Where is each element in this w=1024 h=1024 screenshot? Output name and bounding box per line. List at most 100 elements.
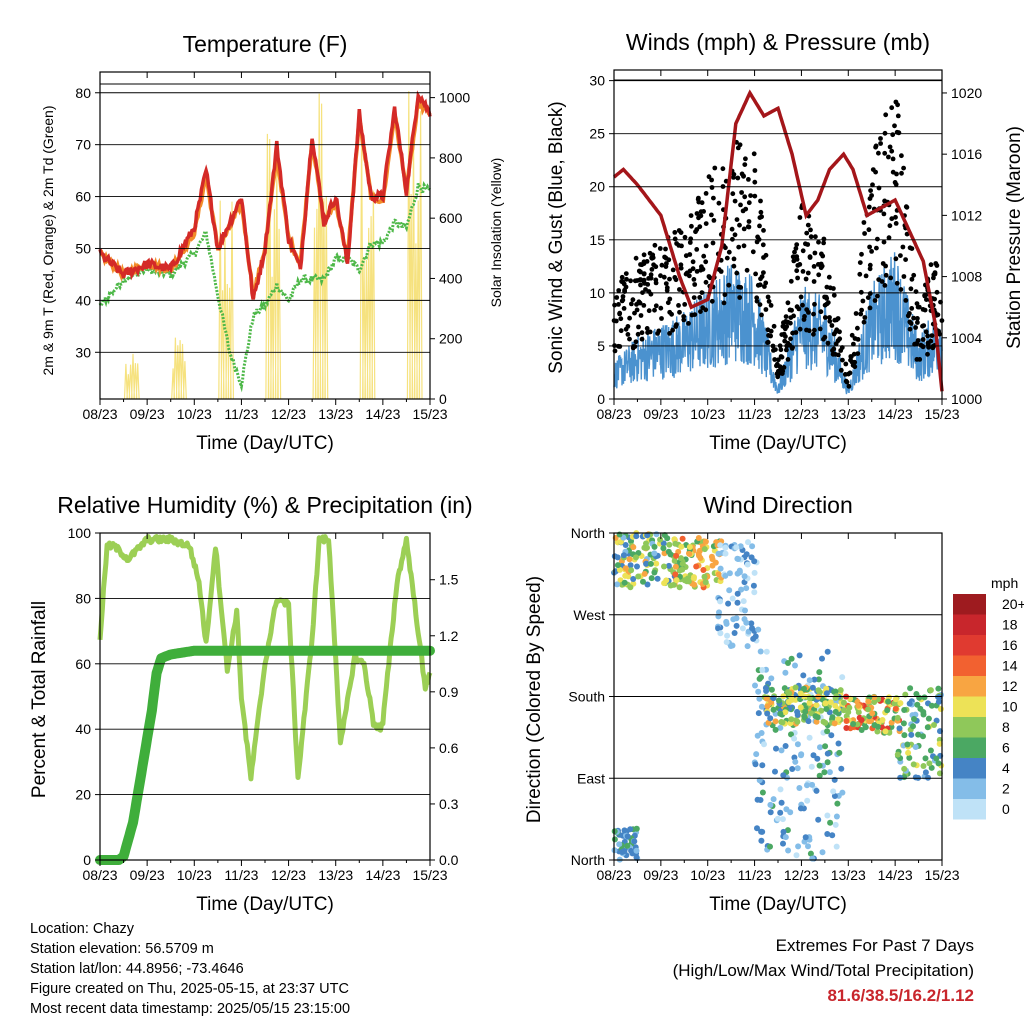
y-tick-label: 100 <box>68 525 92 541</box>
gust-point <box>681 314 687 319</box>
legend-label: 4 <box>1002 760 1010 776</box>
direction-point <box>831 720 838 727</box>
gust-point <box>629 301 634 307</box>
direction-point <box>627 826 634 833</box>
direction-point <box>737 543 744 550</box>
gust-point <box>647 250 653 256</box>
gust-point <box>737 295 743 300</box>
gust-point <box>745 224 751 230</box>
gust-point <box>703 307 709 313</box>
direction-point <box>614 581 621 588</box>
direction-point <box>865 698 872 705</box>
gust-point <box>666 257 672 263</box>
gust-point <box>903 257 908 262</box>
gust-point <box>808 227 813 233</box>
legend-swatch <box>953 799 986 820</box>
gust-point <box>648 272 654 278</box>
gust-point <box>867 305 873 311</box>
gust-point <box>788 320 793 326</box>
direction-point <box>678 543 685 550</box>
gust-point <box>892 123 897 129</box>
direction-point <box>901 732 908 739</box>
gust-point <box>826 274 832 280</box>
gust-point <box>630 297 636 303</box>
direction-point <box>733 622 740 629</box>
legend-swatch <box>953 594 986 615</box>
gust-point <box>709 177 714 183</box>
gust-point <box>681 317 687 323</box>
gust-point <box>670 267 676 273</box>
gust-point <box>822 334 828 340</box>
gust-point <box>893 256 899 262</box>
gust-point <box>840 357 845 363</box>
direction-point <box>901 707 908 713</box>
gust-point <box>616 288 622 293</box>
gust-point <box>901 274 907 279</box>
direction-point <box>679 560 686 567</box>
legend-swatch <box>953 655 986 676</box>
direction-point <box>715 625 722 632</box>
gust-point <box>824 296 830 301</box>
direction-point <box>691 581 698 588</box>
direction-points <box>611 530 945 863</box>
direction-point <box>628 847 635 854</box>
direction-point <box>749 625 755 632</box>
direction-point <box>911 716 917 722</box>
gust-point <box>812 301 817 307</box>
gust-point <box>875 293 880 299</box>
direction-point <box>935 760 942 767</box>
direction-point <box>809 781 816 788</box>
direction-point <box>865 706 872 713</box>
y-tick-label: 10 <box>589 285 605 301</box>
x-tick-label: 13/23 <box>318 406 353 422</box>
gust-point <box>703 259 709 265</box>
gust-point <box>878 141 883 146</box>
gust-point <box>752 168 758 173</box>
x-tick-label: 10/23 <box>690 867 725 883</box>
direction-point <box>701 546 708 553</box>
direction-point <box>678 555 684 562</box>
gust-point <box>768 303 774 308</box>
gust-point <box>776 357 781 363</box>
gust-point <box>816 272 822 278</box>
direction-point <box>882 728 889 735</box>
direction-point <box>624 833 631 840</box>
direction-point <box>735 556 742 562</box>
gust-point <box>759 312 764 318</box>
direction-point <box>744 561 751 568</box>
direction-point <box>734 570 741 577</box>
direction-point <box>622 542 629 548</box>
direction-point <box>679 535 686 542</box>
gust-point <box>793 330 799 335</box>
direction-point <box>850 721 857 727</box>
gust-point <box>746 219 752 224</box>
y-axis-label: Direction (Colored By Speed) <box>524 576 545 823</box>
gust-point <box>694 211 700 216</box>
gust-point <box>811 311 816 317</box>
legend-label: 10 <box>1002 699 1018 715</box>
gust-point <box>914 357 920 362</box>
direction-point <box>686 550 693 557</box>
gust-point <box>632 278 638 284</box>
direction-point <box>758 837 765 844</box>
gust-point <box>895 113 901 119</box>
gust-point <box>657 246 663 251</box>
gust-point <box>914 341 920 346</box>
gust-point <box>817 326 823 332</box>
gust-point <box>616 302 621 307</box>
gust-point <box>934 289 940 295</box>
gust-point <box>641 303 647 308</box>
direction-point <box>666 541 673 548</box>
gust-point <box>664 261 669 266</box>
gust-point <box>811 279 817 284</box>
y-right-tick-label: 1.2 <box>439 628 459 644</box>
direction-point <box>795 843 802 850</box>
gust-point <box>677 287 682 292</box>
gust-point <box>751 151 757 157</box>
gust-point <box>761 228 766 233</box>
gust-point <box>621 306 627 311</box>
y-right-tick-label: 0 <box>439 391 447 407</box>
direction-point <box>827 699 834 706</box>
direction-point <box>813 787 820 794</box>
gust-point <box>706 174 712 180</box>
